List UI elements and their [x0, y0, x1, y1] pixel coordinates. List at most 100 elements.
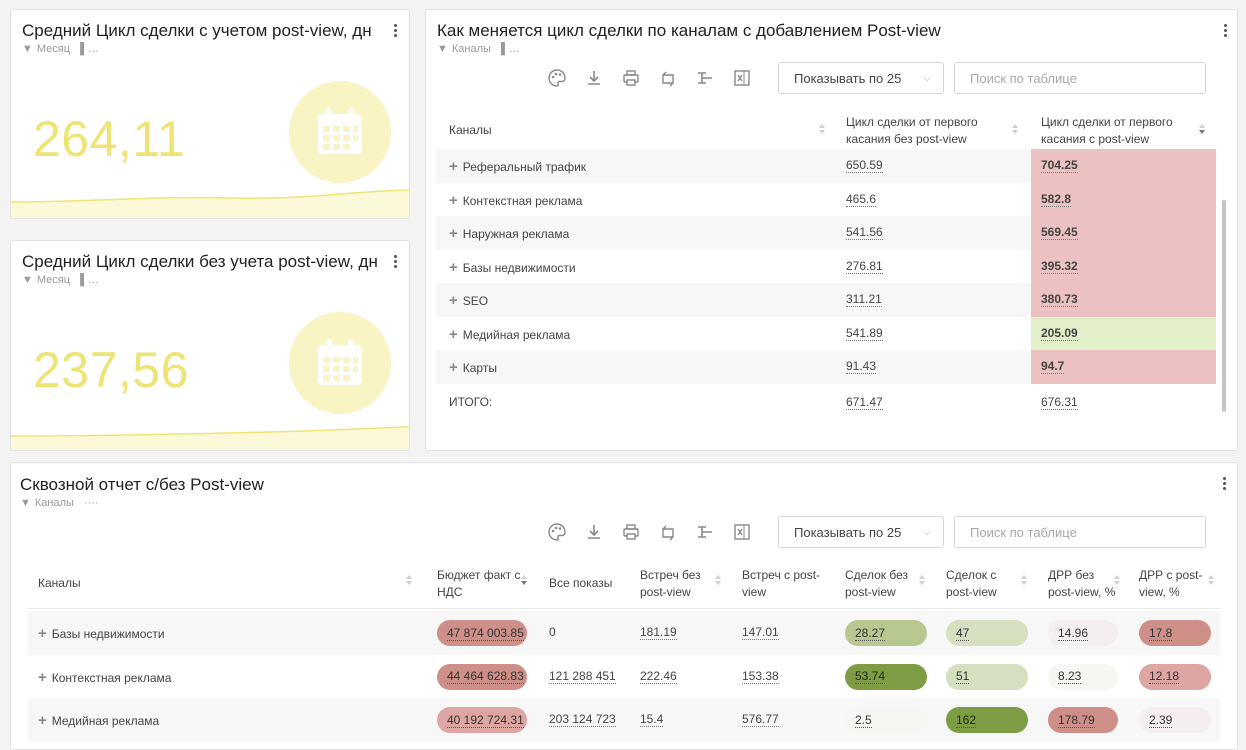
expand-plus-icon[interactable]: +: [449, 292, 458, 309]
column-header-drr-with[interactable]: ДРР с post-view, %: [1139, 568, 1203, 599]
hierarchy-icon[interactable]: [694, 521, 716, 543]
cycle-with-value[interactable]: 582.8: [1041, 191, 1072, 207]
cycle-with-value[interactable]: 395.32: [1041, 258, 1078, 274]
channel-cell[interactable]: + Базы недвижимости: [449, 258, 576, 276]
sort-icon[interactable]: [819, 124, 826, 136]
column-header-deals-without[interactable]: Сделок без post-view: [845, 568, 908, 599]
shows-cell[interactable]: 121 288 451: [549, 668, 616, 684]
page-size-select[interactable]: Показывать по 25 ⌵: [778, 516, 944, 548]
column-header-meet-without[interactable]: Встреч без post-view: [640, 568, 701, 599]
channel-cell[interactable]: + Базы недвижимости: [38, 625, 165, 642]
sort-icon[interactable]: [406, 575, 413, 587]
cycle-with-cell[interactable]: [1031, 182, 1216, 216]
drr-with-cell[interactable]: 12.18: [1139, 663, 1211, 690]
cycle-with-cell[interactable]: [1031, 283, 1216, 317]
drr-without-cell[interactable]: 14.96: [1048, 620, 1118, 646]
column-header-cycle-with[interactable]: Цикл сделки от первого касания с post-vi…: [1041, 115, 1173, 146]
total-with[interactable]: 676.31: [1041, 395, 1078, 410]
pivot-icon[interactable]: [657, 67, 679, 89]
sort-icon[interactable]: [1208, 575, 1215, 587]
expand-plus-icon[interactable]: +: [449, 225, 458, 242]
budget-cell[interactable]: 40 192 724.31: [437, 707, 527, 733]
channel-cell[interactable]: + Медийная реклама: [449, 325, 571, 343]
cycle-with-cell[interactable]: [1031, 249, 1216, 283]
total-without[interactable]: 671.47: [846, 395, 883, 410]
sort-icon[interactable]: [919, 575, 926, 587]
sort-icon[interactable]: [1114, 575, 1121, 587]
filter-chip[interactable]: ▼ Месяц ▌…: [22, 43, 372, 55]
table-row[interactable]: + Контекстная реклама 465.6 582.8: [436, 182, 1216, 216]
table-row[interactable]: + SEO 311.21 380.73: [436, 283, 1216, 317]
print-icon[interactable]: [620, 521, 642, 543]
cycle-with-cell[interactable]: [1031, 316, 1216, 350]
sort-icon[interactable]: [1012, 124, 1019, 136]
expand-plus-icon[interactable]: +: [38, 625, 47, 642]
column-header-shows[interactable]: Все показы: [549, 576, 613, 590]
table-row[interactable]: + Медийная реклама 541.89 205.09: [436, 316, 1216, 350]
expand-plus-icon[interactable]: +: [449, 359, 458, 376]
pivot-icon[interactable]: [657, 521, 679, 543]
table-row[interactable]: + Карты 91.43 94.7: [436, 350, 1216, 384]
table-row[interactable]: + Контекстная реклама 44 464 628.83 121 288…: [28, 654, 1220, 698]
cycle-with-cell[interactable]: [1031, 350, 1216, 384]
drr-with-cell[interactable]: 17.8: [1139, 620, 1211, 646]
sort-desc-icon[interactable]: [521, 575, 528, 587]
download-icon[interactable]: [583, 67, 605, 89]
column-header-cycle-without[interactable]: Цикл сделки от первого касания без post-…: [846, 115, 978, 146]
column-header-budget[interactable]: Бюджет факт с НДС: [437, 568, 521, 599]
palette-icon[interactable]: [546, 521, 568, 543]
meet-with-cell[interactable]: 153.38: [742, 668, 779, 684]
drr-without-cell[interactable]: 8.23: [1048, 663, 1118, 690]
deals-with-cell[interactable]: 162: [946, 707, 1028, 733]
channel-cell[interactable]: + Медийная реклама: [38, 712, 160, 729]
expand-plus-icon[interactable]: +: [449, 191, 458, 209]
cycle-without-cell[interactable]: 91.43: [846, 359, 877, 374]
expand-plus-icon[interactable]: +: [38, 712, 47, 729]
sort-desc-icon[interactable]: [1199, 124, 1206, 136]
print-icon[interactable]: [620, 67, 642, 89]
deals-with-cell[interactable]: 51: [946, 663, 1028, 690]
meet-without-cell[interactable]: 15.4: [640, 712, 664, 727]
filter-chip[interactable]: ▼ Каналы ▌…: [437, 43, 941, 55]
cycle-without-cell[interactable]: 541.56: [846, 225, 883, 240]
cycle-with-cell[interactable]: [1031, 149, 1216, 183]
drr-without-cell[interactable]: 178.79: [1048, 707, 1118, 733]
filter-chip[interactable]: ▼ Каналы ····: [20, 497, 264, 509]
table-search-input[interactable]: Поиск по таблице: [954, 516, 1206, 548]
channel-cell[interactable]: + Контекстная реклама: [38, 668, 172, 686]
sort-icon[interactable]: [715, 575, 722, 587]
cycle-with-value[interactable]: 380.73: [1041, 292, 1078, 307]
cycle-without-cell[interactable]: 541.89: [846, 325, 883, 341]
channel-cell[interactable]: + Карты: [449, 359, 497, 376]
cycle-with-cell[interactable]: [1031, 216, 1216, 250]
sort-icon[interactable]: [1021, 575, 1028, 587]
channel-cell[interactable]: + Наружная реклама: [449, 225, 570, 242]
column-header-deals-with[interactable]: Сделок с post-view: [946, 568, 997, 599]
excel-icon[interactable]: [731, 67, 753, 89]
deals-without-cell[interactable]: 53.74: [845, 663, 927, 690]
expand-plus-icon[interactable]: +: [449, 325, 458, 343]
cycle-without-cell[interactable]: 465.6: [846, 191, 877, 207]
expand-plus-icon[interactable]: +: [449, 158, 458, 175]
table-row[interactable]: + Реферальный трафик 650.59 704.25: [436, 149, 1216, 183]
shows-cell[interactable]: 0: [549, 625, 556, 639]
budget-cell[interactable]: 47 874 003.85: [437, 620, 527, 646]
card-menu-icon[interactable]: [1224, 24, 1228, 37]
cycle-with-value[interactable]: 205.09: [1041, 325, 1078, 341]
download-icon[interactable]: [583, 521, 605, 543]
table-row[interactable]: + Медийная реклама 40 192 724.31 203 124 72…: [28, 698, 1220, 742]
channel-cell[interactable]: + Контекстная реклама: [449, 191, 583, 209]
column-header-drr-without[interactable]: ДРР без post-view, %: [1048, 568, 1116, 599]
column-header-channels[interactable]: Каналы: [449, 123, 492, 137]
cycle-without-cell[interactable]: 276.81: [846, 258, 883, 274]
budget-cell[interactable]: 44 464 628.83: [437, 663, 527, 690]
vertical-scrollbar[interactable]: [1222, 200, 1226, 412]
cycle-without-cell[interactable]: 650.59: [846, 158, 883, 173]
shows-cell[interactable]: 203 124 723: [549, 712, 616, 727]
cycle-with-value[interactable]: 704.25: [1041, 158, 1078, 173]
channel-cell[interactable]: + SEO: [449, 292, 489, 309]
column-header-channels[interactable]: Каналы: [38, 576, 81, 590]
cycle-with-value[interactable]: 569.45: [1041, 225, 1078, 240]
deals-with-cell[interactable]: 47: [946, 620, 1028, 646]
table-search-input[interactable]: Поиск по таблице: [954, 62, 1206, 94]
